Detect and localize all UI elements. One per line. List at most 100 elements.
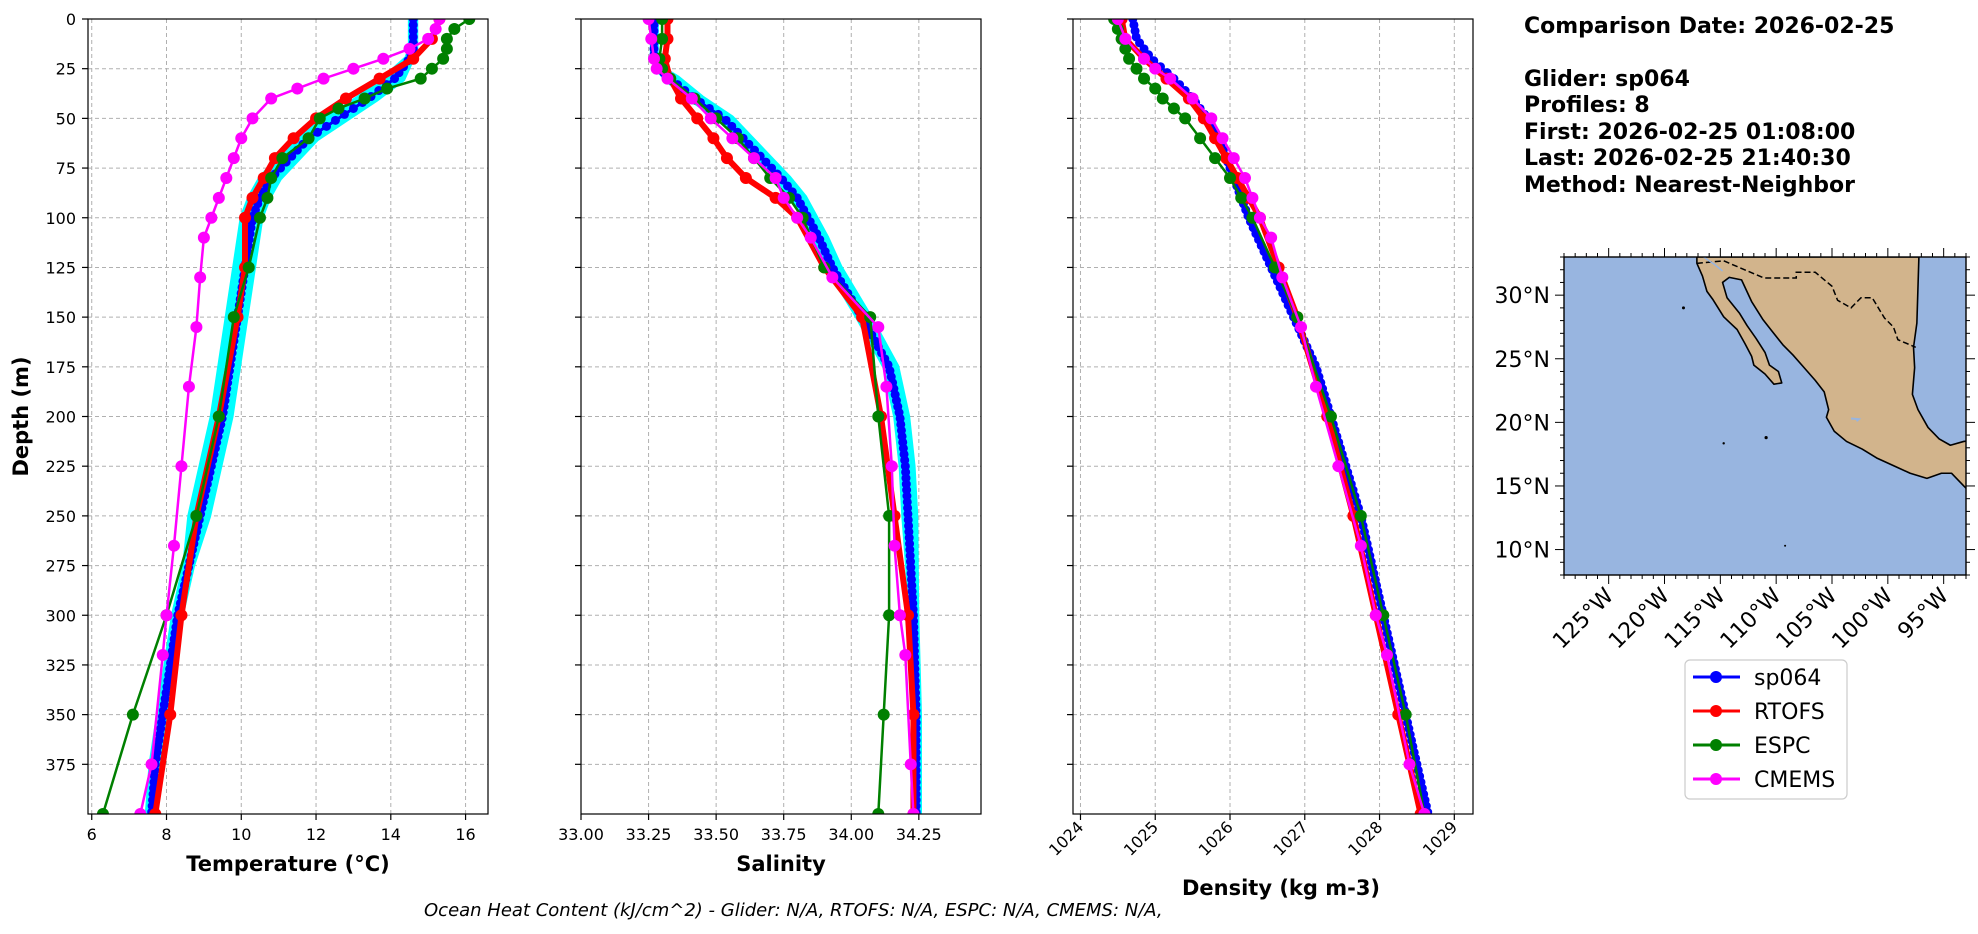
series-espc xyxy=(96,19,476,814)
y-tick-label: 25 xyxy=(56,60,76,79)
glider-name: Glider: sp064 xyxy=(1524,66,1690,92)
data-point-espc xyxy=(440,32,453,45)
legend-marker xyxy=(1710,671,1722,683)
river xyxy=(1703,257,1724,272)
y-tick-label: 125 xyxy=(45,258,76,277)
y-tick-label: 75 xyxy=(56,159,76,178)
data-point-sp064 xyxy=(390,74,400,84)
data-point-espc xyxy=(227,311,240,324)
x-tick-label: 1027 xyxy=(1269,817,1311,859)
data-point-cmems xyxy=(769,172,782,184)
y-tick-label: 100 xyxy=(45,209,76,228)
data-point-espc xyxy=(883,509,896,522)
data-point-espc xyxy=(96,808,109,814)
x-tick-label: 6 xyxy=(87,825,97,844)
map-lat-label: 25°N xyxy=(1495,348,1550,373)
series-cmems xyxy=(1111,19,1431,814)
data-point-cmems xyxy=(167,539,180,552)
x-tick-label: 10 xyxy=(231,825,251,844)
data-point-cmems xyxy=(1119,32,1132,45)
data-point-cmems xyxy=(791,211,804,224)
data-point-cmems xyxy=(1332,460,1345,473)
x-tick-label: 1025 xyxy=(1120,817,1162,859)
y-tick-label: 225 xyxy=(45,457,76,476)
legend-item-rtofs: RTOFS xyxy=(1693,700,1825,725)
location-map: 30°N 25°N 20°N 15°N 10°N 125°W120°W115°W110°W… xyxy=(1495,248,1975,654)
data-point-cmems xyxy=(134,808,147,814)
x-tick-label: 8 xyxy=(161,825,171,844)
data-point-cmems xyxy=(1138,52,1151,65)
data-point-cmems xyxy=(347,62,360,75)
y-ticks xyxy=(1067,18,1073,765)
map-lon-label: 105°W xyxy=(1772,583,1843,654)
data-point-espc xyxy=(276,152,289,165)
map-lat-label: 30°N xyxy=(1495,284,1550,309)
data-point-cmems xyxy=(1111,19,1124,25)
y-tick-label: 50 xyxy=(56,109,76,128)
map-lon-label: 115°W xyxy=(1660,583,1731,654)
data-point-espc xyxy=(261,191,274,204)
data-point-espc xyxy=(1138,72,1151,85)
data-point-espc xyxy=(872,410,885,423)
data-point-cmems xyxy=(377,52,390,65)
data-point-cmems xyxy=(220,172,233,184)
data-point-espc xyxy=(265,172,278,184)
x-tick-label: 34.25 xyxy=(896,825,942,844)
data-point-cmems xyxy=(685,92,698,105)
data-point-rtofs xyxy=(720,152,733,165)
data-point-rtofs xyxy=(739,172,752,184)
data-point-rtofs xyxy=(246,191,259,204)
series-cmems xyxy=(134,19,446,814)
comparison-date: Comparison Date: 2026-02-25 xyxy=(1524,14,1895,39)
data-point-rtofs xyxy=(707,132,720,145)
legend-item-cmems: CMEMS xyxy=(1693,768,1835,793)
series-line-rtofs xyxy=(152,19,443,814)
data-point-sp064 xyxy=(782,181,792,191)
data-point-cmems xyxy=(899,649,912,661)
x-axis-label: Salinity xyxy=(736,852,826,876)
y-tick-label: 300 xyxy=(45,606,76,625)
data-point-sp064 xyxy=(348,103,358,113)
data-point-cmems xyxy=(1418,808,1431,814)
island xyxy=(1722,442,1725,445)
y-axis-label: Depth (m) xyxy=(9,356,33,476)
grid xyxy=(88,19,488,814)
data-point-espc xyxy=(437,52,450,65)
data-point-cmems xyxy=(904,758,917,771)
y-ticks: 0 25 50 75 100 125 150 175 200 225 250 275 300 325 350… xyxy=(45,10,88,774)
x-ticks: 33.00 33.25 33.50 33.75 34.00 34.25 xyxy=(558,814,942,844)
legend-label: RTOFS xyxy=(1754,700,1825,725)
land xyxy=(1681,257,1966,547)
data-point-sp064 xyxy=(313,127,323,137)
data-point-cmems xyxy=(175,460,188,473)
data-point-espc xyxy=(332,102,345,115)
x-tick-label: 33.00 xyxy=(558,825,604,844)
grid xyxy=(1073,19,1473,814)
data-point-cmems xyxy=(647,52,660,65)
data-point-cmems xyxy=(422,32,435,45)
data-point-rtofs xyxy=(175,609,188,622)
x-tick-label: 1028 xyxy=(1344,817,1386,859)
data-point-cmems xyxy=(235,132,248,145)
data-point-rtofs xyxy=(691,112,704,125)
first-time: First: 2026-02-25 01:08:00 xyxy=(1524,119,1856,145)
data-point-espc xyxy=(1167,102,1180,115)
data-point-rtofs xyxy=(287,132,300,145)
x-ticks: 1024 1025 1026 1027 1028 1029 xyxy=(1045,814,1461,860)
profile-panels: 6 8 10 12 14 16 0 25 50 75 100 125 150 175 200 225 250 27… xyxy=(9,10,1474,900)
data-point-cmems xyxy=(880,380,893,393)
map-lat-label: 20°N xyxy=(1495,411,1550,436)
data-point-cmems xyxy=(885,460,898,473)
data-point-cmems xyxy=(1238,172,1251,184)
island xyxy=(1784,544,1787,547)
data-point-rtofs xyxy=(907,708,920,721)
legend-item-sp064: sp064 xyxy=(1693,666,1821,691)
plot-area xyxy=(96,19,476,814)
data-point-cmems xyxy=(645,32,658,45)
y-tick-label: 375 xyxy=(45,755,76,774)
data-point-cmems xyxy=(1246,191,1259,204)
data-point-espc xyxy=(190,509,203,522)
data-point-espc xyxy=(302,132,315,145)
data-point-cmems xyxy=(893,609,906,622)
data-point-espc xyxy=(877,708,890,721)
